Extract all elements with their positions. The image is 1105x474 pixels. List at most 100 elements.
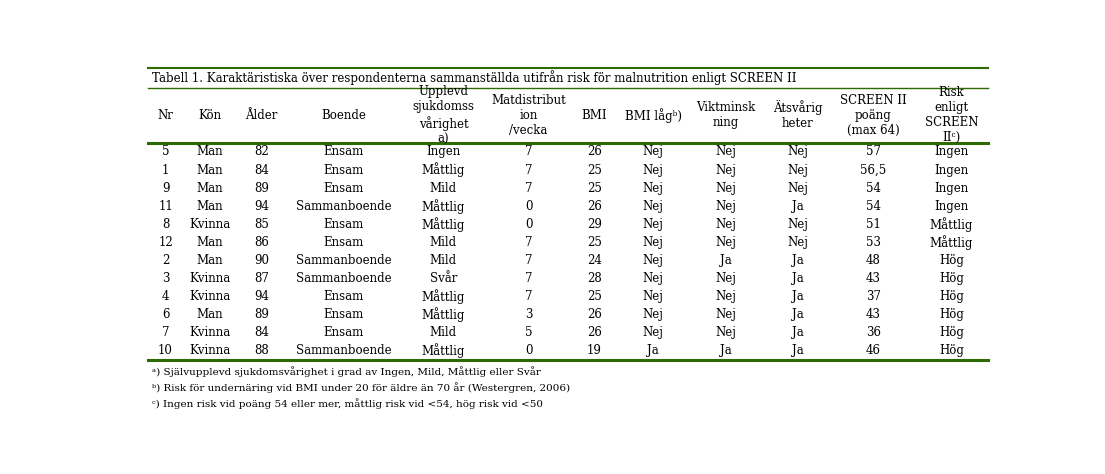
Text: Ensam: Ensam xyxy=(324,146,364,158)
Text: 7: 7 xyxy=(525,146,533,158)
Text: Risk
enligt
SCREEN
IIᶜ): Risk enligt SCREEN IIᶜ) xyxy=(925,86,978,145)
Text: 29: 29 xyxy=(587,218,602,231)
Text: Ensam: Ensam xyxy=(324,164,364,176)
Text: Kvinna: Kvinna xyxy=(189,272,230,285)
Text: 7: 7 xyxy=(161,326,169,339)
Text: Måttlig: Måttlig xyxy=(422,163,465,177)
Text: Upplevd
sjukdomss
vårighet
a): Upplevd sjukdomss vårighet a) xyxy=(412,85,474,146)
Text: Ensam: Ensam xyxy=(324,218,364,231)
Text: 85: 85 xyxy=(254,218,269,231)
Text: Nej: Nej xyxy=(643,164,664,176)
Text: 10: 10 xyxy=(158,345,173,357)
Text: Måttlig: Måttlig xyxy=(929,235,974,250)
Text: Ingen: Ingen xyxy=(934,200,968,213)
Text: Mild: Mild xyxy=(430,326,457,339)
Text: Mild: Mild xyxy=(430,254,457,267)
Text: 54: 54 xyxy=(866,200,881,213)
Text: 7: 7 xyxy=(525,164,533,176)
Text: Kvinna: Kvinna xyxy=(189,326,230,339)
Text: Kvinna: Kvinna xyxy=(189,345,230,357)
Text: 84: 84 xyxy=(254,164,269,176)
Text: Nej: Nej xyxy=(643,200,664,213)
Text: 43: 43 xyxy=(866,272,881,285)
Text: 7: 7 xyxy=(525,236,533,249)
Text: Nej: Nej xyxy=(643,308,664,321)
Text: Man: Man xyxy=(197,200,223,213)
Text: Nej: Nej xyxy=(787,164,808,176)
Text: 37: 37 xyxy=(866,290,881,303)
Text: 56,5: 56,5 xyxy=(861,164,886,176)
Text: 9: 9 xyxy=(161,182,169,195)
Text: Ja: Ja xyxy=(791,308,803,321)
Text: 88: 88 xyxy=(254,345,269,357)
Text: Ensam: Ensam xyxy=(324,290,364,303)
Text: Måttlig: Måttlig xyxy=(929,217,974,232)
Text: 5: 5 xyxy=(161,146,169,158)
Text: Kvinna: Kvinna xyxy=(189,290,230,303)
Text: 90: 90 xyxy=(254,254,270,267)
Text: Nej: Nej xyxy=(643,218,664,231)
Text: Ålder: Ålder xyxy=(245,109,277,122)
Text: Ingen: Ingen xyxy=(427,146,461,158)
Text: Ja: Ja xyxy=(720,254,732,267)
Text: 0: 0 xyxy=(525,200,533,213)
Text: 6: 6 xyxy=(161,308,169,321)
Text: Ja: Ja xyxy=(791,290,803,303)
Text: 82: 82 xyxy=(254,146,269,158)
Text: Nej: Nej xyxy=(715,272,736,285)
Text: Nej: Nej xyxy=(787,236,808,249)
Text: Ja: Ja xyxy=(720,345,732,357)
Text: 12: 12 xyxy=(158,236,172,249)
Text: 25: 25 xyxy=(587,236,602,249)
Text: 5: 5 xyxy=(525,326,533,339)
Text: Hög: Hög xyxy=(939,345,964,357)
Text: Sammanboende: Sammanboende xyxy=(296,254,391,267)
Text: Ingen: Ingen xyxy=(934,164,968,176)
Text: 46: 46 xyxy=(866,345,881,357)
Text: 94: 94 xyxy=(254,290,270,303)
Text: 54: 54 xyxy=(866,182,881,195)
Text: Matdistribut
ion
/vecka: Matdistribut ion /vecka xyxy=(492,94,566,137)
Text: 26: 26 xyxy=(587,200,602,213)
Text: Ensam: Ensam xyxy=(324,236,364,249)
Text: Hög: Hög xyxy=(939,308,964,321)
Text: 7: 7 xyxy=(525,254,533,267)
Text: Hög: Hög xyxy=(939,254,964,267)
Text: Nej: Nej xyxy=(643,290,664,303)
Text: 0: 0 xyxy=(525,345,533,357)
Text: 4: 4 xyxy=(161,290,169,303)
Text: ᵃ) Självupplevd sjukdomsvårighet i grad av Ingen, Mild, Måttlig eller Svår: ᵃ) Självupplevd sjukdomsvårighet i grad … xyxy=(151,366,540,377)
Text: 25: 25 xyxy=(587,182,602,195)
Text: Nej: Nej xyxy=(787,146,808,158)
Text: Ensam: Ensam xyxy=(324,182,364,195)
Text: 26: 26 xyxy=(587,308,602,321)
Text: Viktminsk
ning: Viktminsk ning xyxy=(696,101,756,129)
Text: 43: 43 xyxy=(866,308,881,321)
Text: Ja: Ja xyxy=(648,345,659,357)
Text: Nej: Nej xyxy=(715,236,736,249)
Text: Ja: Ja xyxy=(791,326,803,339)
Text: Måttlig: Måttlig xyxy=(422,289,465,304)
Text: 89: 89 xyxy=(254,308,269,321)
Text: Man: Man xyxy=(197,254,223,267)
Text: Nej: Nej xyxy=(715,218,736,231)
Text: Nej: Nej xyxy=(715,326,736,339)
Text: 1: 1 xyxy=(161,164,169,176)
Text: Ja: Ja xyxy=(791,200,803,213)
Text: Nej: Nej xyxy=(643,272,664,285)
Text: Sammanboende: Sammanboende xyxy=(296,272,391,285)
Text: Man: Man xyxy=(197,308,223,321)
Text: SCREEN II
poäng
(max 64): SCREEN II poäng (max 64) xyxy=(840,94,907,137)
Text: Mild: Mild xyxy=(430,236,457,249)
Text: Boende: Boende xyxy=(322,109,366,122)
Text: Hög: Hög xyxy=(939,272,964,285)
Text: Kvinna: Kvinna xyxy=(189,218,230,231)
Text: 3: 3 xyxy=(161,272,169,285)
Text: 0: 0 xyxy=(525,218,533,231)
Text: Ja: Ja xyxy=(791,272,803,285)
Text: ᵇ) Risk för undernäring vid BMI under 20 för äldre än 70 år (Westergren, 2006): ᵇ) Risk för undernäring vid BMI under 20… xyxy=(151,382,570,392)
Text: 94: 94 xyxy=(254,200,270,213)
Text: 25: 25 xyxy=(587,290,602,303)
Text: Kön: Kön xyxy=(198,109,221,122)
Text: Nej: Nej xyxy=(643,254,664,267)
